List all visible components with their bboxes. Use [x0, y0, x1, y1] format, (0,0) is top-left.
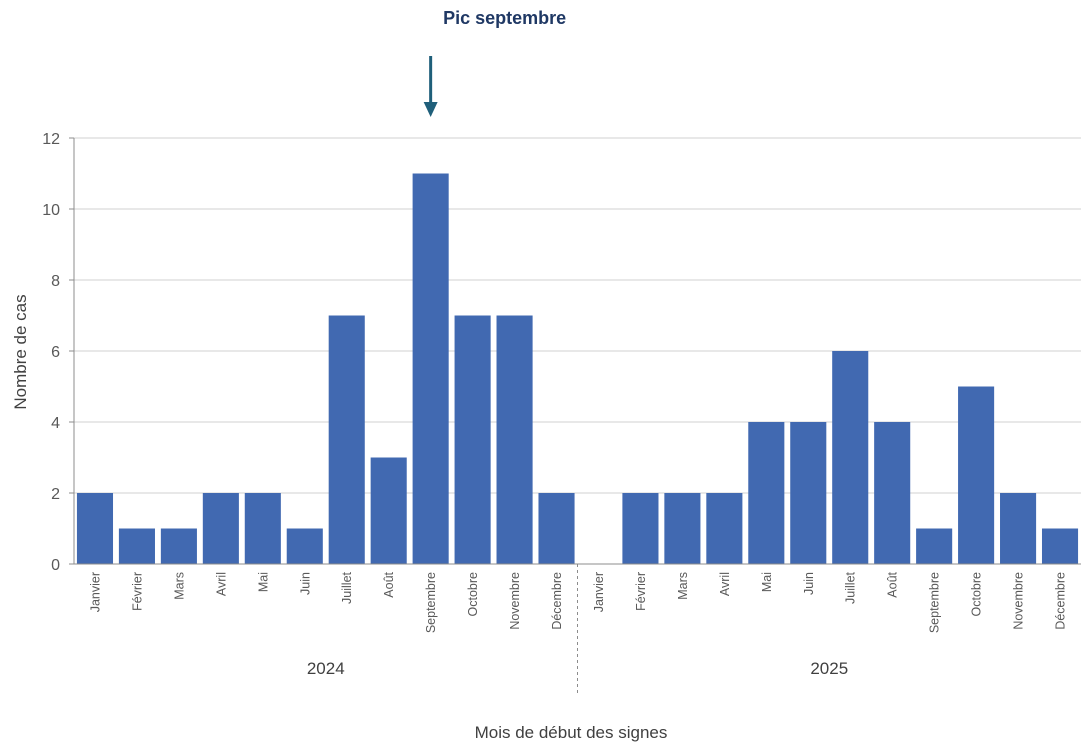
bar-2025-5 — [748, 422, 785, 564]
x-tick-label: Avril — [214, 572, 228, 596]
bar-2024-2 — [118, 528, 155, 564]
bar-2025-10 — [958, 386, 995, 564]
bar-2024-4 — [202, 493, 239, 564]
y-tick-label: 0 — [51, 557, 60, 574]
y-tick-label: 6 — [51, 344, 60, 361]
y-tick-label: 8 — [51, 273, 60, 290]
x-tick-label: Janvier — [592, 572, 606, 612]
x-tick-label: Août — [886, 571, 900, 597]
gridlines — [74, 137, 1081, 494]
bar-2025-2 — [622, 493, 659, 564]
bar-2024-5 — [244, 493, 281, 564]
x-tick-label: Juin — [298, 572, 312, 595]
x-tick-label: Juillet — [844, 571, 858, 603]
bar-2025-6 — [790, 422, 827, 564]
y-tick-label: 10 — [42, 202, 60, 219]
bar-2025-9 — [916, 528, 953, 564]
x-tick-label: Novembre — [1012, 572, 1026, 630]
bar-2025-8 — [874, 422, 911, 564]
x-tick-label: Février — [130, 572, 144, 611]
year-label-2025: 2025 — [810, 659, 848, 678]
axes — [69, 137, 1081, 694]
x-tick-label: Septembre — [424, 572, 438, 633]
x-tick-label: Février — [634, 572, 648, 611]
bar-2024-3 — [160, 528, 197, 564]
x-tick-label: Juin — [802, 572, 816, 595]
bar-2024-8 — [370, 457, 407, 564]
y-tick-label: 4 — [51, 415, 60, 432]
x-tick-label: Octobre — [466, 572, 480, 617]
bar-2024-1 — [76, 493, 114, 564]
bar-2025-4 — [706, 493, 743, 564]
x-tick-label: Mars — [172, 572, 186, 600]
bar-2025-7 — [832, 351, 869, 564]
bar-2025-11 — [1000, 493, 1037, 564]
x-tick-label: Septembre — [928, 572, 942, 633]
x-tick-label: Mai — [760, 572, 774, 592]
y-tick-label: 12 — [42, 131, 60, 148]
x-tick-label: Mars — [676, 572, 690, 600]
x-tick-label: Novembre — [508, 572, 522, 630]
x-tick-label: Juillet — [340, 571, 354, 603]
bar-2025-12 — [1041, 528, 1079, 564]
bar-2025-3 — [664, 493, 701, 564]
x-tick-label: Janvier — [88, 572, 102, 612]
x-tick-label: Août — [382, 571, 396, 597]
year-label-2024: 2024 — [307, 659, 345, 678]
x-tick-label: Octobre — [970, 572, 984, 617]
bars — [76, 173, 1079, 564]
y-tick-label: 2 — [51, 486, 60, 503]
annotation: Pic septembre — [423, 8, 566, 117]
bar-2024-9 — [412, 173, 449, 564]
bar-2024-6 — [286, 528, 323, 564]
arrow-down-icon — [423, 102, 438, 117]
x-tick-label: Avril — [718, 572, 732, 596]
bar-2024-10 — [454, 315, 491, 564]
x-tick-label: Décembre — [1054, 572, 1068, 630]
bar-2024-7 — [328, 315, 365, 564]
bar-2024-12 — [538, 493, 575, 564]
bar-2024-11 — [496, 315, 533, 564]
annotation-text: Pic septembre — [443, 8, 566, 28]
y-axis-title: Nombre de cas — [11, 294, 30, 409]
x-tick-label: Décembre — [550, 572, 564, 630]
x-tick-label: Mai — [256, 572, 270, 592]
labels: 0 2 4 6 8 10 12 Janvier Février Mars Avril Mai Juin J… — [42, 131, 1067, 678]
x-axis-title: Mois de début des signes — [475, 723, 668, 742]
